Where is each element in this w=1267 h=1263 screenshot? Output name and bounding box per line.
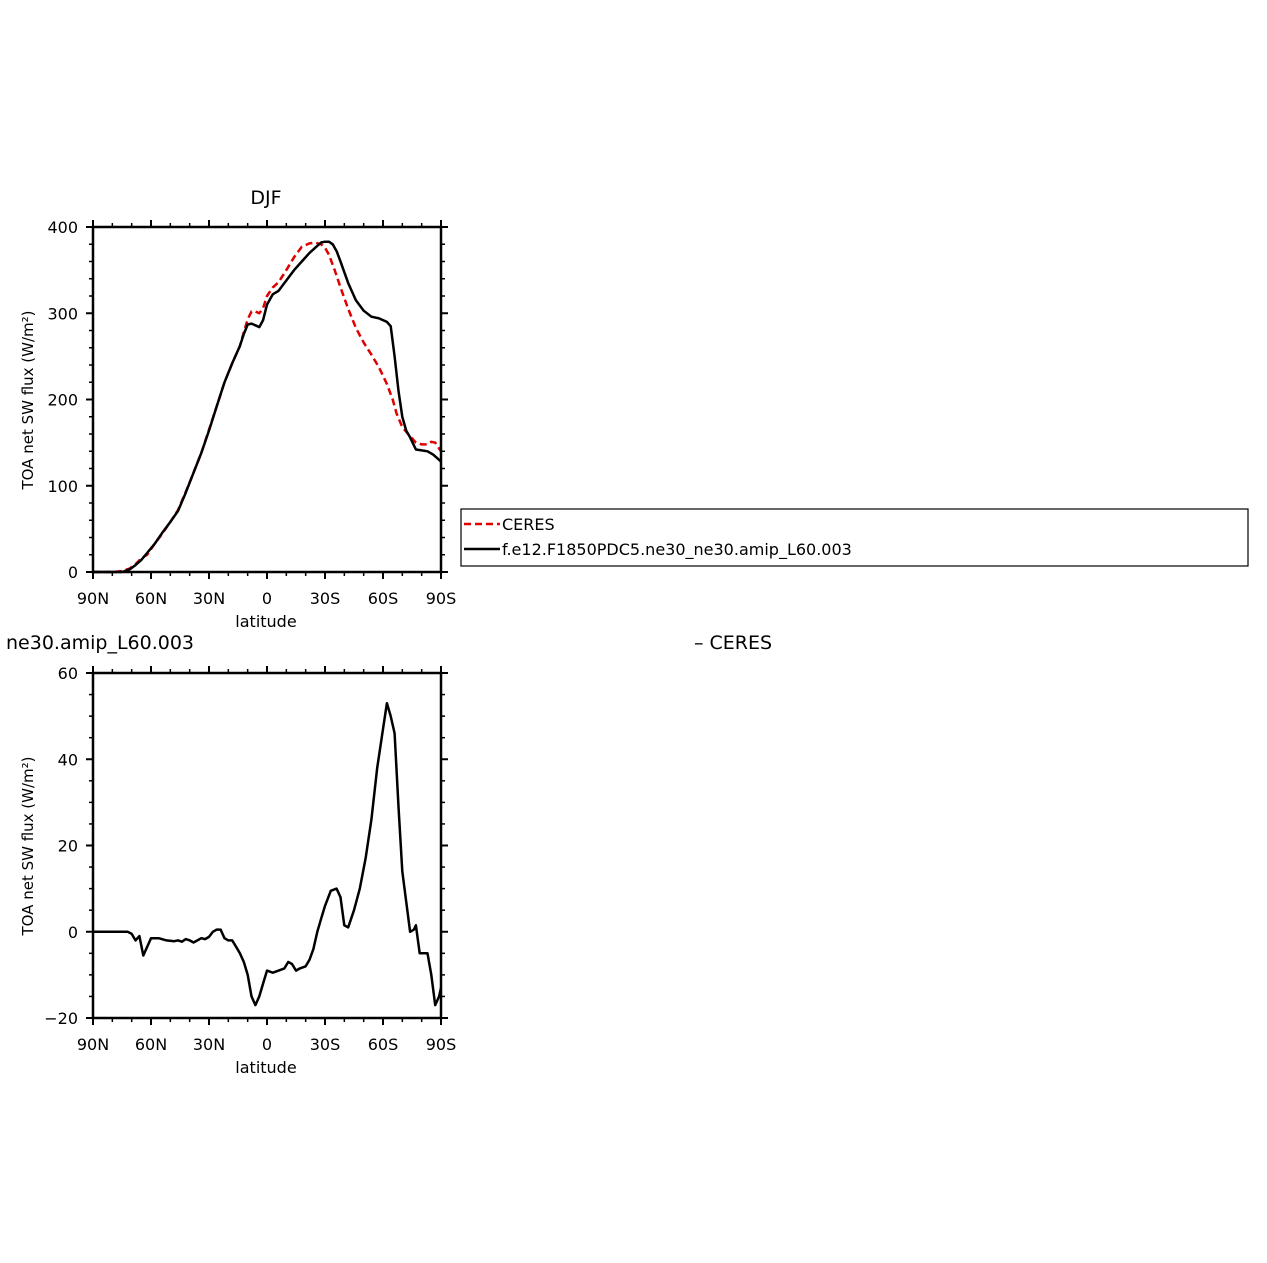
bottom-series-lines bbox=[93, 701, 443, 1007]
legend: CERES f.e12.F1850PDC5.ne30_ne30.amip_L60… bbox=[460, 508, 1249, 567]
x-tick-label: 90N bbox=[77, 1035, 109, 1054]
y-tick-label: 40 bbox=[58, 750, 78, 769]
x-tick-label: 0 bbox=[262, 1035, 272, 1054]
x-tick-label: 30N bbox=[193, 589, 225, 608]
y-tick-label: 0 bbox=[68, 923, 78, 942]
bottom-chart-title: ne30.amip_L60.003 bbox=[6, 632, 194, 654]
top-x-tick-labels: 90N 60N 30N 0 30S 60S 90S bbox=[77, 589, 456, 608]
top-y-axis-label: TOA net SW flux (W/m²) bbox=[19, 310, 37, 490]
x-tick-label: 60N bbox=[135, 1035, 167, 1054]
legend-label-model: f.e12.F1850PDC5.ne30_ne30.amip_L60.003 bbox=[502, 540, 852, 560]
y-tick-label: 400 bbox=[47, 218, 78, 237]
top-y-tick-labels: 0 100 200 300 400 bbox=[47, 218, 78, 582]
y-tick-label: 100 bbox=[47, 477, 78, 496]
top-plot-frame bbox=[91, 225, 443, 574]
series-line-ceres bbox=[93, 241, 443, 574]
x-tick-label: 0 bbox=[262, 589, 272, 608]
x-tick-label: 30S bbox=[310, 589, 341, 608]
top-series-lines bbox=[93, 240, 443, 574]
x-tick-label: 30N bbox=[193, 1035, 225, 1054]
bottom-plot-frame bbox=[91, 671, 443, 1020]
top-x-axis-label: latitude bbox=[235, 612, 296, 631]
y-tick-label: −20 bbox=[44, 1009, 78, 1028]
series-line-difference bbox=[93, 701, 443, 1007]
bottom-panel: ne30.amip_L60.003 – CERES −20 0 20 40 60 90N… bbox=[6, 632, 772, 1077]
bottom-chart-subtitle: – CERES bbox=[694, 632, 772, 654]
top-chart-title: DJF bbox=[250, 187, 281, 209]
y-tick-label: 0 bbox=[68, 563, 78, 582]
x-tick-label: 90N bbox=[77, 589, 109, 608]
bottom-y-axis-label: TOA net SW flux (W/m²) bbox=[19, 756, 37, 936]
x-tick-label: 60N bbox=[135, 589, 167, 608]
x-tick-label: 60S bbox=[368, 1035, 399, 1054]
top-panel: DJF 0 100 200 300 400 90N 60N 30N 0 30S 60S 90S la… bbox=[19, 187, 456, 631]
series-line-model bbox=[93, 240, 442, 574]
bottom-x-tick-labels: 90N 60N 30N 0 30S 60S 90S bbox=[77, 1035, 456, 1054]
y-tick-label: 60 bbox=[58, 664, 78, 683]
x-tick-label: 90S bbox=[426, 589, 457, 608]
x-tick-label: 30S bbox=[310, 1035, 341, 1054]
bottom-x-axis-label: latitude bbox=[235, 1058, 296, 1077]
legend-label-ceres: CERES bbox=[502, 515, 555, 534]
y-tick-label: 300 bbox=[47, 304, 78, 323]
bottom-y-tick-labels: −20 0 20 40 60 bbox=[44, 664, 78, 1028]
y-tick-label: 20 bbox=[58, 837, 78, 856]
y-tick-label: 200 bbox=[47, 391, 78, 410]
legend-frame bbox=[460, 508, 1249, 567]
x-tick-label: 90S bbox=[426, 1035, 457, 1054]
x-tick-label: 60S bbox=[368, 589, 399, 608]
